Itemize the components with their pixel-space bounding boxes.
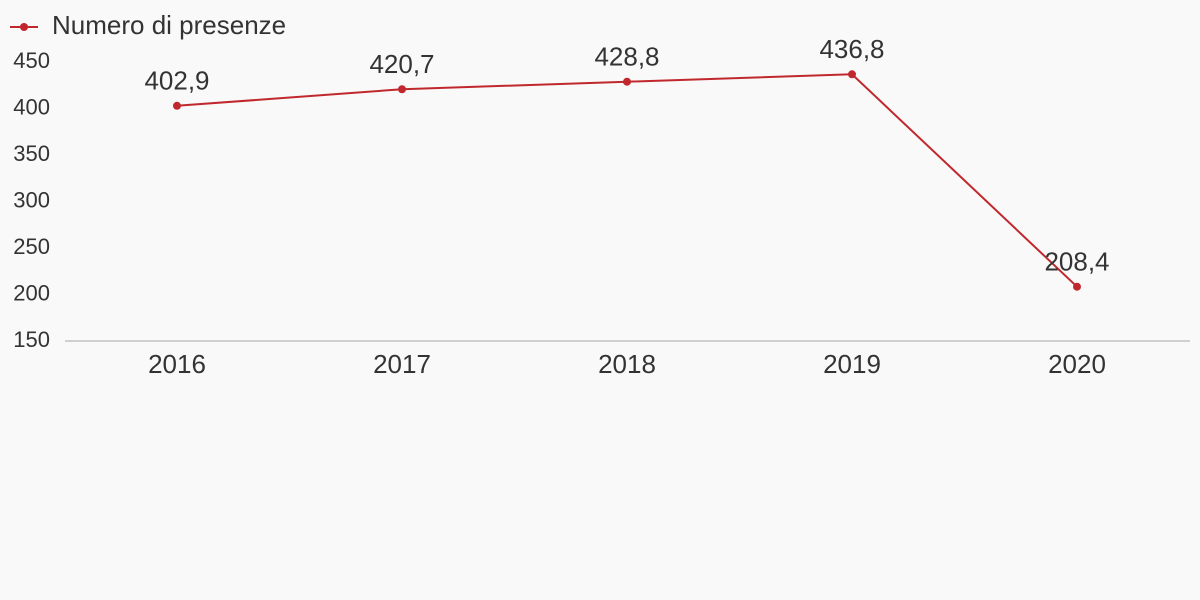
x-tick-label: 2018: [598, 349, 656, 379]
data-label: 428,8: [594, 42, 659, 72]
data-label: 436,8: [819, 34, 884, 64]
legend-label: Numero di presenze: [52, 10, 286, 40]
y-tick-label: 400: [13, 94, 50, 119]
x-tick-label: 2020: [1048, 349, 1106, 379]
y-tick-label: 450: [13, 48, 50, 73]
data-line: [176, 73, 1078, 288]
y-tick-label: 300: [13, 187, 50, 212]
y-tick-label: 150: [13, 327, 50, 352]
x-tick-label: 2019: [823, 349, 881, 379]
data-label: 208,4: [1044, 247, 1109, 277]
data-point: [623, 77, 631, 86]
y-tick-label: 250: [13, 234, 50, 259]
y-tick-label: 200: [13, 280, 50, 305]
x-tick-label: 2016: [148, 349, 206, 379]
data-point: [398, 85, 406, 94]
y-tick-label: 350: [13, 141, 50, 166]
legend-marker: [20, 23, 28, 31]
data-point: [848, 70, 856, 79]
x-tick-label: 2017: [373, 349, 431, 379]
data-point: [173, 101, 181, 110]
data-label: 402,9: [144, 66, 209, 96]
data-label: 420,7: [369, 49, 434, 79]
data-point: [1073, 282, 1081, 291]
